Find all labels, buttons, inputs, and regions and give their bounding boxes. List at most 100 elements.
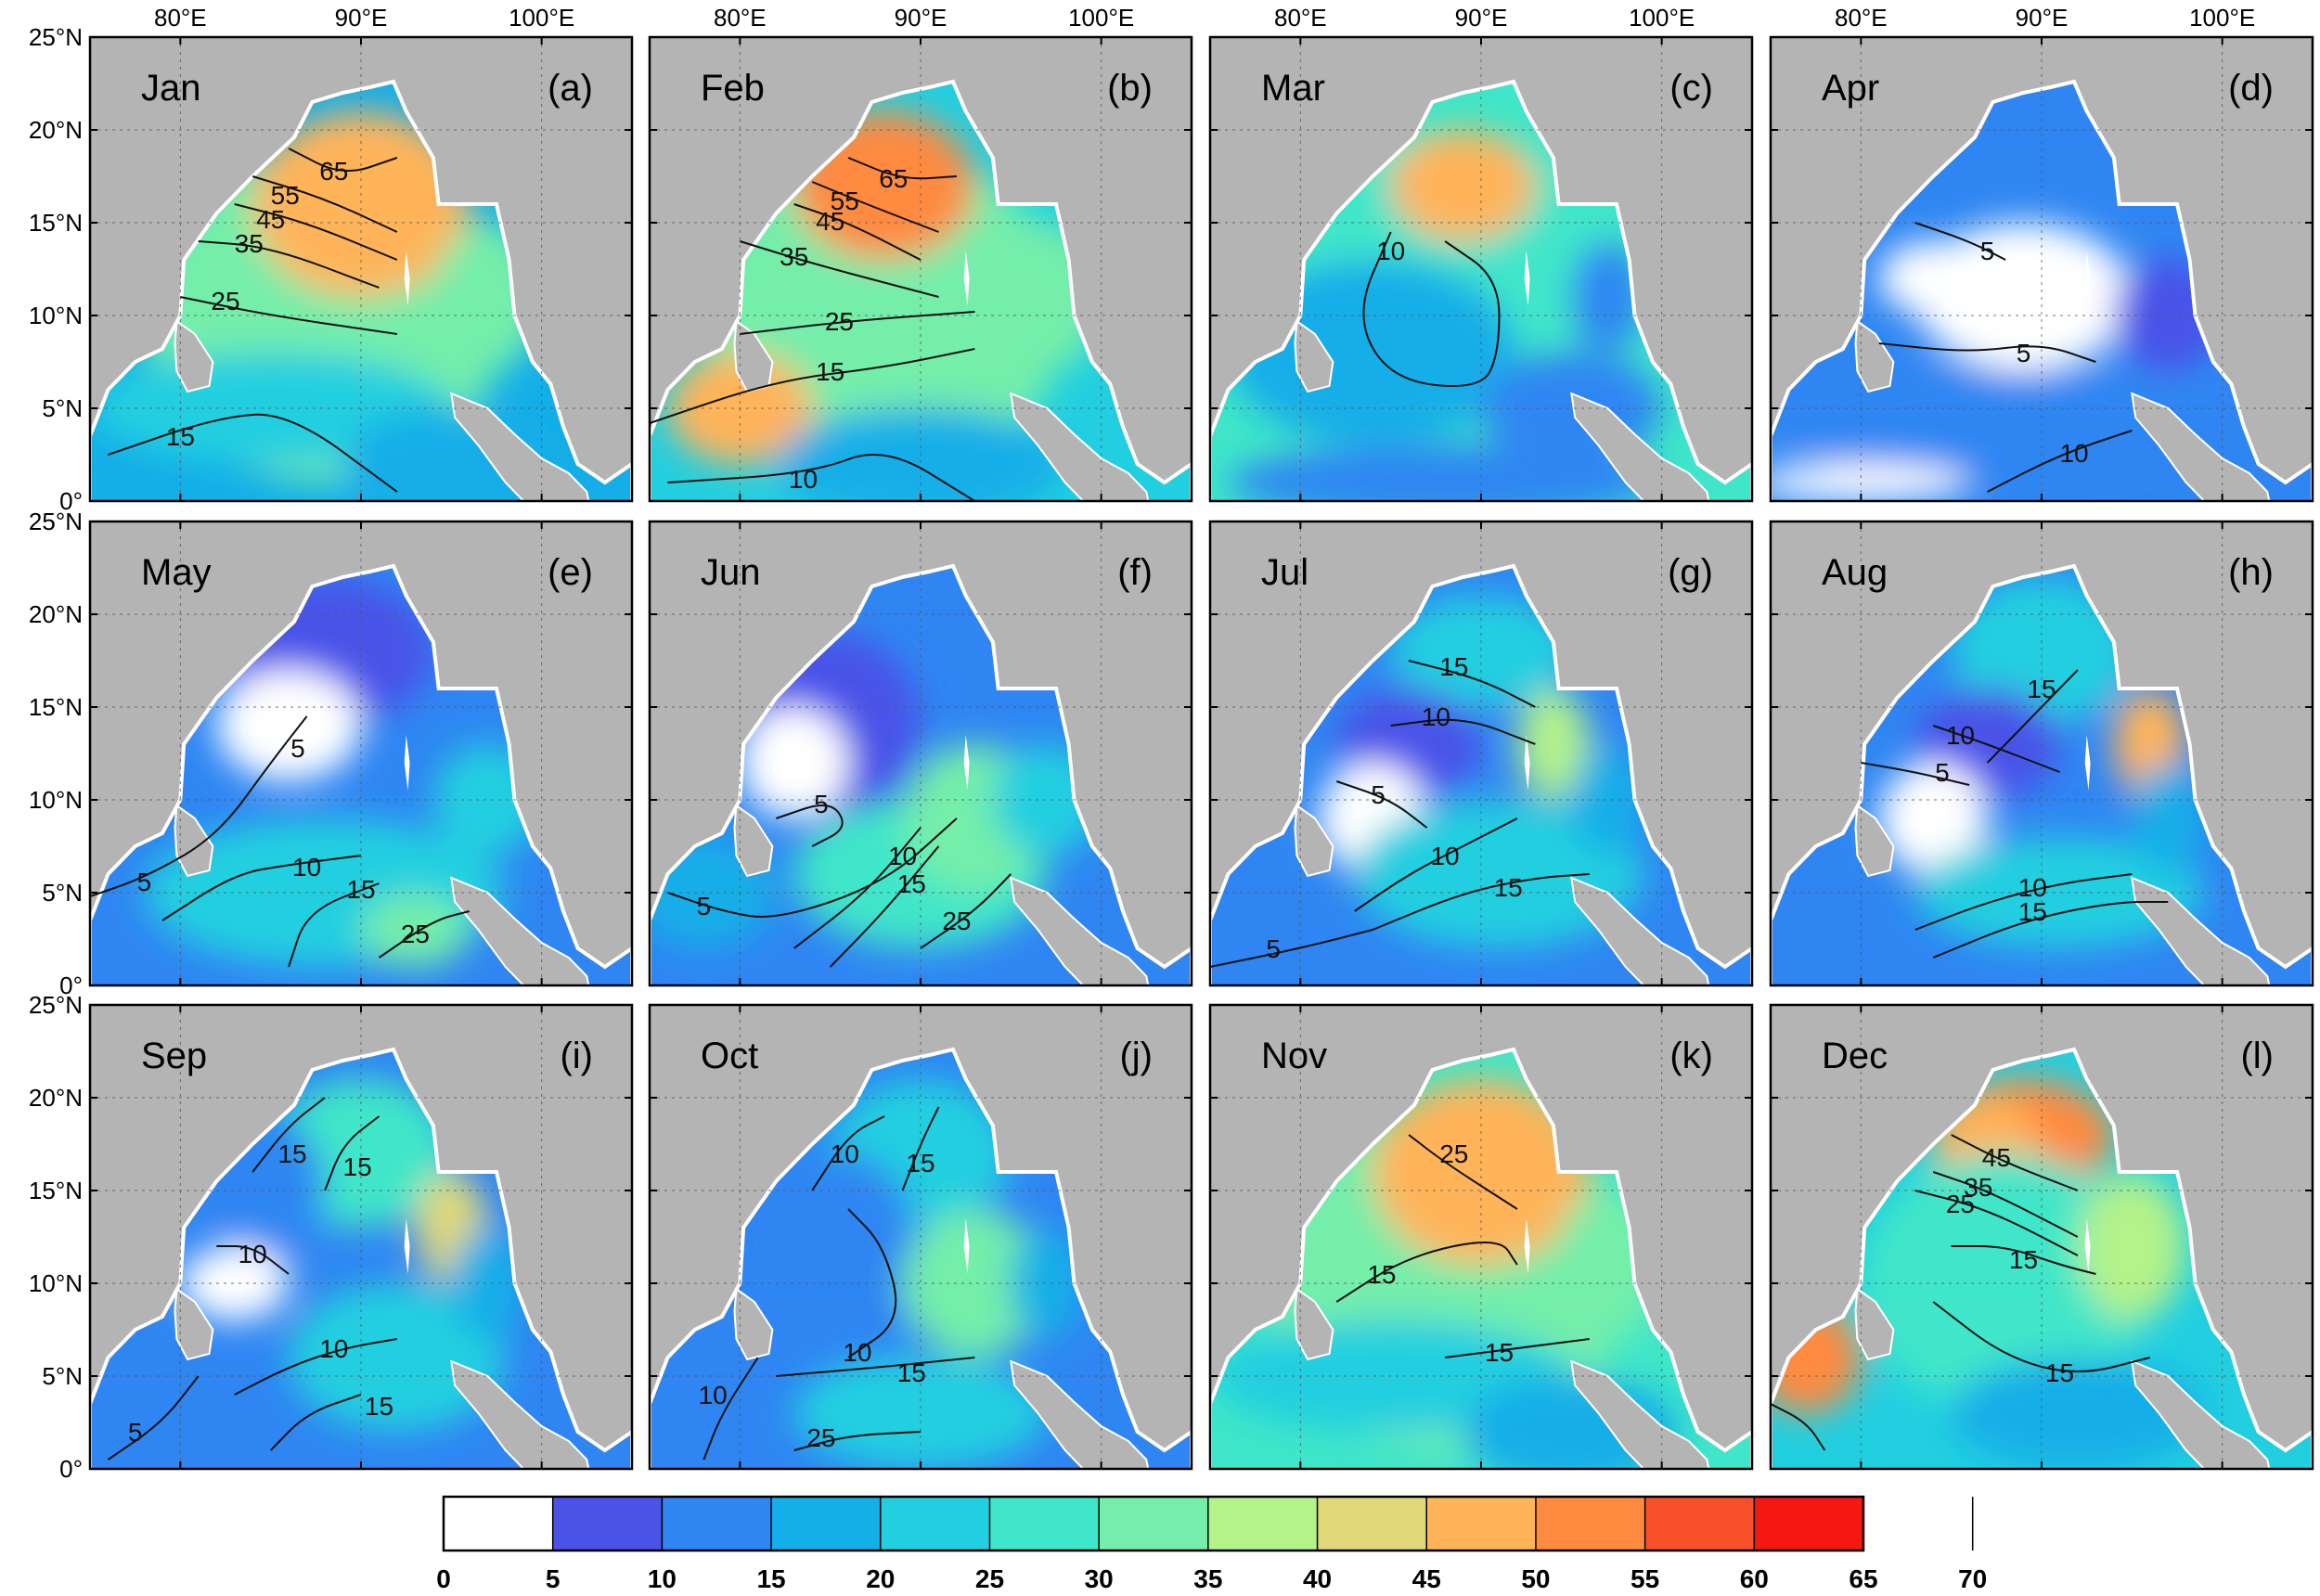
contour-label: 25 (401, 920, 430, 948)
contour-label: 25 (1439, 1139, 1468, 1168)
contour-label: 10 (699, 1381, 728, 1409)
gridlines (90, 37, 632, 501)
contour-line (108, 413, 398, 493)
frame-ticks (1771, 1004, 2313, 1470)
month-label: May (141, 552, 212, 593)
lon-tick-label: 90°E (895, 4, 947, 32)
lat-tick-label: 10°N (29, 1269, 83, 1297)
field-blob (1011, 1228, 1084, 1339)
lon-tick-label: 90°E (335, 4, 388, 32)
lon-tick-label: 80°E (154, 4, 207, 32)
sri-lanka-land (1294, 319, 1334, 393)
sri-lanka-land (733, 804, 774, 878)
colorbar-swatch (771, 1497, 882, 1551)
panel-letter: (f) (1117, 552, 1153, 593)
panel-letter: (l) (2240, 1036, 2274, 1076)
contour-label: 45 (256, 205, 285, 234)
andaman-islands (1524, 251, 1530, 306)
contour-line (1335, 780, 1428, 829)
contour-label: 5 (1935, 758, 1950, 787)
colorbar-swatch (880, 1497, 990, 1551)
lat-tick-label: 20°N (29, 1084, 83, 1112)
field-blob (1390, 596, 1572, 707)
contour-line (776, 1357, 975, 1377)
contour-line (251, 1097, 326, 1173)
lat-tick-label: 20°N (29, 116, 83, 144)
colorbar-tick-label: 15 (756, 1564, 785, 1593)
gridlines (1210, 37, 1752, 501)
month-label: Dec (1822, 1036, 1888, 1076)
contours: 5 5 10 15 25 (89, 715, 470, 968)
field-blob (776, 408, 1065, 501)
contour-line (901, 1106, 940, 1191)
sumatra-land (1010, 392, 1150, 502)
contour-line (667, 817, 958, 918)
contour-line (1951, 1134, 2079, 1191)
panel-letter: (e) (548, 552, 593, 593)
lat-tick-label: 15°N (29, 209, 83, 237)
gridlines (650, 37, 1192, 501)
field-blob (1878, 763, 1988, 874)
field-blobs (1318, 596, 1644, 948)
contour-line (378, 910, 470, 959)
month-label: Jun (701, 552, 761, 593)
panel-letter: (b) (1107, 68, 1153, 109)
contour-line (793, 203, 922, 261)
sri-lanka-land (1294, 1287, 1334, 1361)
contour-line (1986, 669, 2079, 764)
field-blobs (776, 1079, 1084, 1469)
colorbar-tick-label: 5 (546, 1564, 561, 1593)
contour-line (775, 804, 844, 847)
contour-label: 10 (789, 465, 818, 494)
contour-label: 15 (2018, 897, 2047, 926)
map-panel-sep: 15 15 10 10 15 5 Sep (i) 25°N 20°N 15°N 10°N 5°N 0° (29, 991, 634, 1483)
colorbar-tick-label: 10 (648, 1564, 677, 1593)
colorbar-tick-label: 60 (1740, 1564, 1769, 1593)
colorbar-tick-label: 55 (1630, 1564, 1659, 1593)
contour-label: 10 (2018, 873, 2047, 902)
contour-label: 15 (897, 869, 926, 898)
frame-ticks (650, 1004, 1192, 1470)
contour-label: 10 (319, 1334, 348, 1363)
sumatra-land (2131, 876, 2271, 986)
field-blobs (1878, 577, 2205, 948)
frame-ticks (1210, 1004, 1752, 1470)
map-panel-mar: 10 Mar (c) 80°E 90°E 100°E (1208, 4, 1754, 503)
month-label: Aug (1822, 552, 1888, 593)
contour-line (1861, 762, 1970, 786)
contours: 15 10 5 10 15 5 (1209, 652, 1590, 968)
lon-tick-label: 80°E (714, 4, 767, 32)
field-blob (361, 893, 470, 967)
contour-line (324, 1115, 380, 1191)
colorbar-tick-label: 45 (1412, 1564, 1441, 1593)
contour-label: 15 (166, 422, 195, 451)
colorbar-swatch (552, 1497, 663, 1551)
contour-label: 45 (816, 207, 844, 236)
lat-tick-label: 5°N (42, 394, 83, 422)
contour-line (1932, 901, 2169, 959)
colorbar-tick-label: 30 (1085, 1564, 1114, 1593)
contour-line (234, 203, 398, 261)
contour-line (180, 296, 398, 335)
contour-label: 65 (319, 157, 348, 186)
contour-label: 5 (2017, 339, 2031, 367)
contour-label: 25 (942, 907, 971, 935)
colorbar-swatch (1535, 1497, 1646, 1551)
gridlines (1771, 521, 2313, 985)
field-blob (451, 1228, 524, 1339)
frame-ticks (90, 36, 632, 502)
contour-line (1444, 1338, 1590, 1358)
sri-lanka-land (174, 1287, 214, 1361)
contour-line (89, 715, 308, 897)
contour-label: 10 (1946, 721, 1975, 750)
frame-ticks (90, 1004, 632, 1470)
coastline (1208, 1047, 1754, 1469)
lat-tick-label: 0° (59, 972, 83, 999)
contour-line (1914, 1190, 2079, 1256)
colorbar-swatch (1754, 1497, 1864, 1551)
